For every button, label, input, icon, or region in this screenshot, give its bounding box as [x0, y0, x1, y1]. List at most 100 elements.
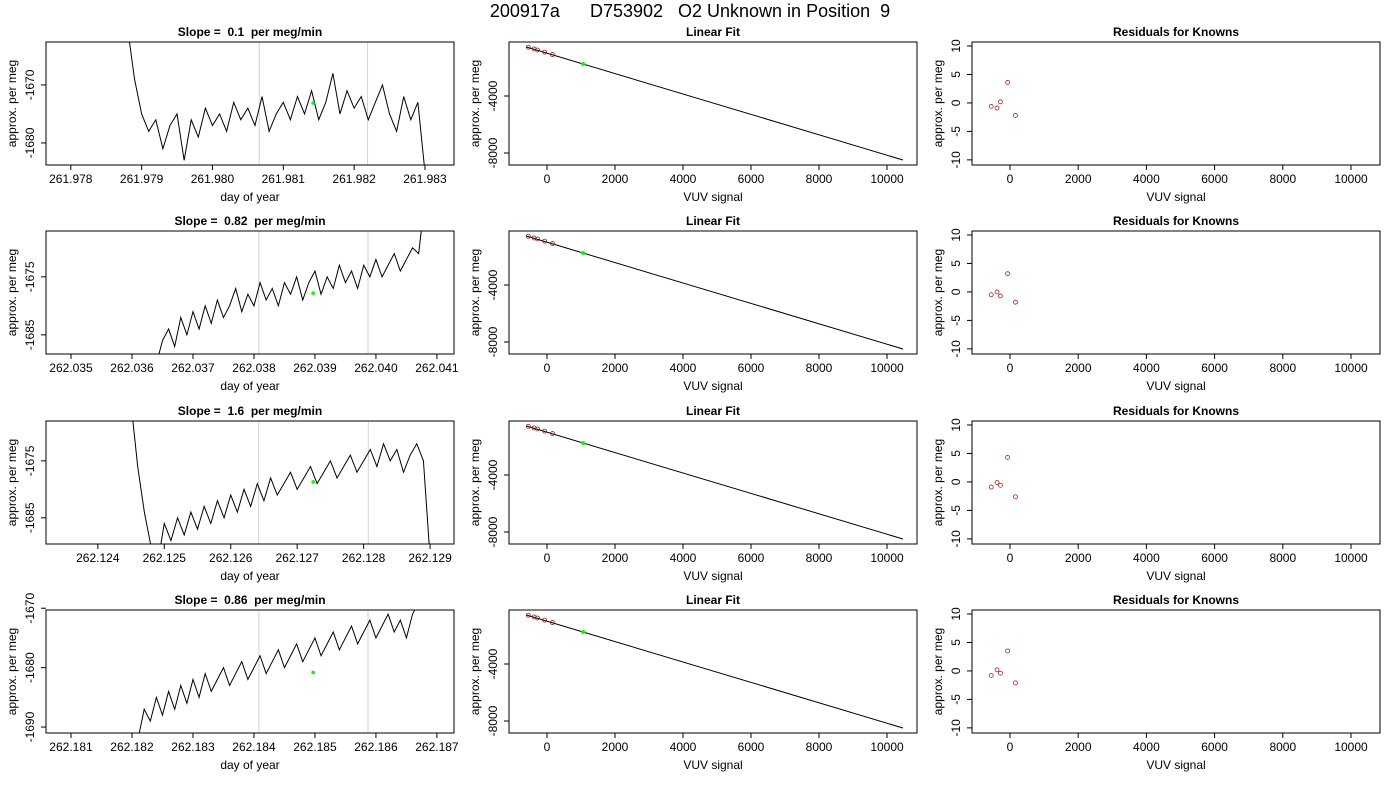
x-tick-label: 262.185: [293, 740, 337, 754]
x-tick-label: 4000: [1133, 361, 1160, 375]
residual-point: [1005, 80, 1011, 85]
y-tick-label: 5: [949, 71, 963, 78]
x-axis-label: day of year: [220, 569, 279, 583]
highlight-point: [311, 670, 315, 675]
x-tick-label: 4000: [1133, 551, 1160, 565]
plot-frame: [508, 420, 918, 545]
x-axis-label: VUV signal: [683, 758, 742, 772]
x-tick-label: 262.038: [232, 361, 276, 375]
residual-point: [998, 293, 1003, 299]
x-axis-label: day of year: [220, 190, 279, 204]
y-tick-label: -1670: [23, 69, 37, 100]
known-point: [535, 236, 540, 242]
y-axis-label: approx. per meg: [931, 628, 945, 715]
fit-line: [525, 425, 904, 540]
x-tick-label: 6000: [1201, 172, 1228, 186]
panel: Slope = 0.86 per meg/min day of year appro…: [5, 593, 459, 773]
x-tick-label: 261.983: [403, 172, 447, 186]
x-tick-label: 4000: [1133, 172, 1160, 186]
y-axis-label: approx. per meg: [5, 60, 19, 147]
plot-frame: [45, 230, 455, 355]
plot-frame: [508, 230, 918, 355]
plot-area: [132, 421, 430, 544]
y-tick-label: 0: [949, 667, 963, 674]
plot-area: [129, 42, 425, 165]
x-tick-label: 262.125: [143, 551, 187, 565]
x-tick-label: 8000: [806, 740, 833, 754]
x-tick-label: 262.184: [232, 740, 276, 754]
x-tick-label: 8000: [1269, 551, 1296, 565]
known-point: [535, 47, 540, 53]
plot-area: [138, 610, 416, 733]
x-tick-label: 2000: [602, 551, 629, 565]
y-tick-label: 10: [949, 39, 963, 53]
panel-title: Slope = 0.82 per meg/min: [174, 214, 325, 228]
x-tick-label: 4000: [670, 172, 697, 186]
x-tick-label: 262.041: [415, 361, 459, 375]
known-point: [550, 431, 555, 436]
known-point: [550, 241, 555, 246]
residual-point: [994, 289, 1000, 295]
panel: Slope = 0.1 per meg/min day of year approx…: [5, 25, 455, 204]
x-tick-label: 4000: [670, 361, 697, 375]
x-axis-label: day of year: [220, 758, 279, 772]
x-axis-label: VUV signal: [1146, 758, 1205, 772]
x-tick-label: 0: [544, 172, 551, 186]
plot-frame: [971, 41, 1381, 166]
y-axis-label: approx. per meg: [5, 628, 19, 715]
y-tick-label: -1675: [23, 445, 37, 476]
plot-area: [988, 455, 1018, 500]
residual-point: [1013, 494, 1018, 500]
panel-title: Linear Fit: [686, 25, 740, 39]
y-tick-label: 10: [949, 228, 963, 242]
x-tick-label: 2000: [602, 740, 629, 754]
y-axis-label: approx. per meg: [5, 439, 19, 526]
x-tick-label: 0: [544, 361, 551, 375]
y-tick-label: -1675: [23, 261, 37, 292]
residual-point: [988, 673, 994, 678]
known-point: [542, 617, 548, 623]
x-tick-label: 8000: [1269, 740, 1296, 754]
panel-title: Linear Fit: [686, 214, 740, 228]
unknown-point: [581, 251, 586, 256]
x-tick-label: 8000: [1269, 361, 1296, 375]
y-axis-label: approx. per meg: [468, 249, 482, 336]
x-tick-label: 10000: [870, 740, 904, 754]
panel-title: Residuals for Knowns: [1113, 214, 1239, 228]
x-tick-label: 0: [1007, 172, 1014, 186]
x-tick-label: 4000: [1133, 740, 1160, 754]
x-tick-label: 262.127: [275, 551, 319, 565]
residual-point: [1013, 113, 1018, 118]
plot-frame: [971, 230, 1381, 355]
plot-frame: [971, 609, 1381, 734]
x-tick-label: 6000: [738, 361, 765, 375]
panel: Residuals for Knowns VUV signal approx. pe…: [931, 593, 1381, 772]
y-tick-label: -1680: [23, 652, 37, 683]
known-point: [550, 620, 555, 625]
x-tick-label: 262.126: [209, 551, 253, 565]
data-line: [129, 42, 425, 165]
y-tick-label: -1685: [23, 319, 37, 350]
known-point: [542, 428, 548, 434]
x-tick-label: 0: [544, 740, 551, 754]
x-tick-label: 10000: [870, 551, 904, 565]
panel-title: Residuals for Knowns: [1113, 593, 1239, 607]
x-tick-label: 6000: [1201, 361, 1228, 375]
plot-frame: [508, 609, 918, 734]
x-tick-label: 6000: [738, 551, 765, 565]
x-tick-label: 262.129: [408, 551, 452, 565]
x-tick-label: 4000: [670, 740, 697, 754]
x-tick-label: 262.124: [76, 551, 120, 565]
y-tick-label: -8000: [486, 137, 500, 168]
plot-area: [988, 80, 1018, 118]
y-axis-label: approx. per meg: [468, 60, 482, 147]
x-tick-label: 10000: [1334, 740, 1368, 754]
x-tick-label: 262.187: [415, 740, 459, 754]
x-tick-label: 2000: [602, 361, 629, 375]
x-axis-label: VUV signal: [1146, 569, 1205, 583]
panel: Residuals for Knowns VUV signal approx. pe…: [931, 404, 1381, 583]
y-tick-label: 0: [949, 288, 963, 295]
x-tick-label: 262.036: [110, 361, 154, 375]
x-axis-label: VUV signal: [1146, 190, 1205, 204]
